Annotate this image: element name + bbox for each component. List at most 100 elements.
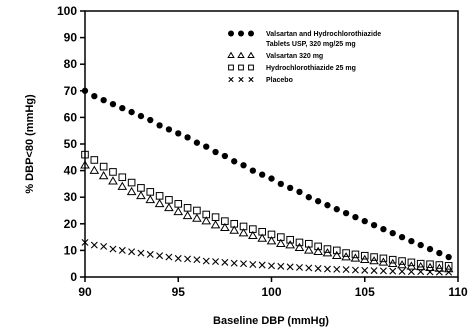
y-axis: 0 10 20 30 40 50 60 70 80 90 100 — [57, 4, 85, 284]
data-point — [323, 265, 331, 273]
data-point — [192, 213, 202, 222]
y-axis-title: % DBP<80 (mmHg) — [24, 94, 36, 194]
data-point — [173, 206, 184, 216]
data-point — [249, 261, 257, 268]
data-point — [398, 257, 406, 265]
data-point — [332, 246, 341, 255]
data-point — [379, 254, 388, 263]
data-point — [351, 250, 360, 259]
data-point — [145, 194, 156, 204]
legend-marker — [228, 30, 254, 37]
legend-marker-symbol — [238, 64, 244, 71]
data-point — [221, 258, 229, 266]
legend-marker-symbol — [238, 30, 244, 37]
data-point — [426, 245, 434, 253]
data-point — [128, 108, 135, 116]
data-point — [156, 122, 163, 129]
data-point — [184, 255, 192, 263]
data-point — [275, 238, 286, 248]
x-tick-label: 105 — [355, 285, 375, 299]
data-point — [109, 168, 117, 176]
data-point — [165, 126, 173, 133]
data-point — [277, 262, 285, 270]
data-point — [342, 249, 350, 257]
data-point — [370, 267, 378, 275]
data-point — [268, 175, 275, 182]
legend-marker-symbol — [247, 51, 255, 59]
data-point — [126, 186, 137, 196]
data-point — [294, 242, 305, 252]
data-point — [221, 217, 229, 225]
data-point — [436, 249, 443, 257]
data-point — [287, 184, 294, 192]
data-point — [239, 222, 248, 231]
legend-marker — [228, 76, 254, 83]
x-axis-title: Baseline DBP (mmHg) — [213, 315, 329, 327]
legend-marker-symbol — [228, 30, 234, 37]
data-point — [240, 162, 247, 169]
y-tick-label: 50 — [64, 137, 78, 151]
data-point — [202, 210, 211, 219]
y-tick-label: 10 — [64, 243, 78, 257]
data-point — [155, 192, 164, 200]
data-point — [303, 245, 314, 254]
data-point — [136, 190, 146, 200]
data-point — [174, 200, 183, 208]
data-point — [417, 241, 424, 249]
data-point — [257, 233, 268, 242]
data-point — [175, 130, 182, 137]
x-tick-label: 100 — [261, 285, 281, 299]
series-square — [81, 150, 453, 270]
data-point — [314, 242, 322, 251]
data-point — [426, 268, 434, 276]
data-point — [165, 196, 173, 204]
data-point — [352, 214, 359, 221]
data-point — [389, 229, 396, 237]
data-point — [117, 181, 128, 190]
data-point — [146, 250, 154, 258]
data-point — [119, 104, 126, 112]
data-point — [443, 264, 454, 273]
data-point — [90, 241, 98, 249]
data-point — [296, 263, 303, 271]
legend-marker-symbol — [228, 76, 234, 83]
data-point — [333, 206, 340, 213]
data-point — [203, 143, 210, 150]
data-point — [230, 259, 238, 267]
data-point — [220, 222, 230, 232]
data-point — [212, 148, 219, 156]
data-point — [108, 176, 118, 185]
x-tick-label: 90 — [78, 285, 92, 299]
data-point — [128, 248, 136, 256]
data-point — [100, 242, 108, 250]
data-point — [156, 252, 164, 260]
data-point — [389, 267, 397, 275]
data-point — [201, 216, 212, 225]
legend-marker-symbol — [227, 51, 235, 59]
series-filled-circle — [81, 87, 452, 261]
x-tick-label: 95 — [172, 285, 186, 299]
legend-marker — [227, 51, 255, 59]
legend-marker-symbol — [248, 76, 254, 83]
data-point — [165, 253, 173, 261]
data-point — [370, 253, 378, 261]
data-point — [109, 100, 117, 108]
legend-marker-symbol — [237, 51, 245, 59]
legend-label: Hydrochlorothiazide 25 mg — [266, 65, 356, 72]
data-point — [296, 188, 303, 196]
data-point — [407, 258, 416, 267]
legend-marker-symbol — [228, 64, 234, 71]
data-point — [137, 112, 145, 120]
data-point — [379, 267, 387, 275]
data-point — [164, 202, 174, 212]
data-point — [305, 194, 312, 201]
data-point — [445, 268, 453, 276]
data-point — [259, 171, 266, 178]
data-point — [221, 152, 229, 160]
y-tick-label: 20 — [64, 217, 78, 231]
data-point — [154, 198, 165, 208]
data-point — [248, 230, 258, 240]
data-point — [258, 261, 266, 269]
data-point — [324, 202, 331, 209]
data-point — [184, 134, 191, 141]
